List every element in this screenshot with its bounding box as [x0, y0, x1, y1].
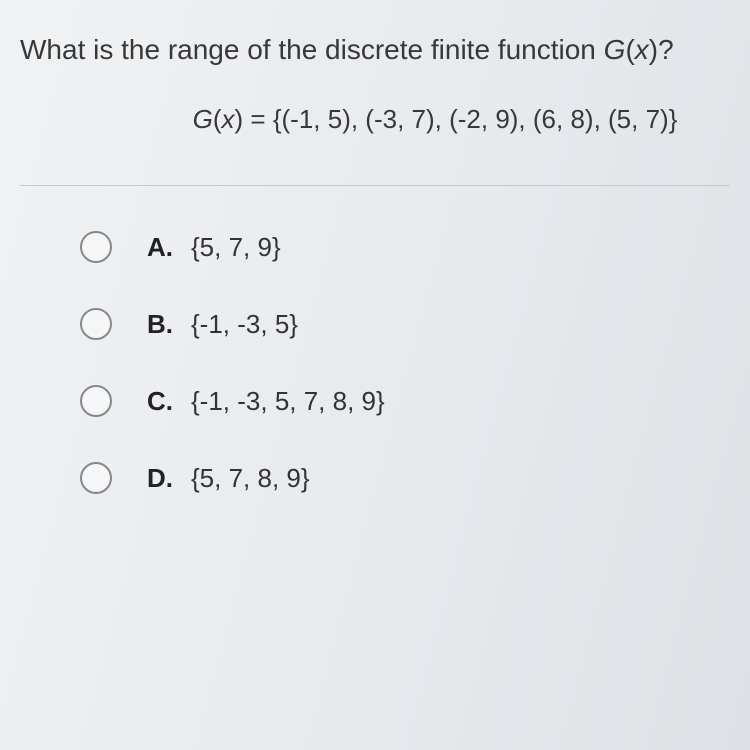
question-suffix: ? [658, 34, 674, 65]
radio-icon[interactable] [80, 462, 112, 494]
section-divider [20, 185, 730, 186]
option-letter: A. [147, 232, 177, 263]
option-b[interactable]: B. {-1, -3, 5} [80, 308, 730, 340]
option-value: {-1, -3, 5, 7, 8, 9} [191, 386, 385, 417]
question-func-var: x [635, 34, 649, 65]
radio-icon[interactable] [80, 385, 112, 417]
option-letter: B. [147, 309, 177, 340]
option-letter: C. [147, 386, 177, 417]
option-letter: D. [147, 463, 177, 494]
radio-icon[interactable] [80, 231, 112, 263]
question-func-name: G [604, 34, 626, 65]
option-c[interactable]: C. {-1, -3, 5, 7, 8, 9} [80, 385, 730, 417]
func-lhs-name: G [193, 104, 213, 134]
function-definition: G(x) = {(-1, 5), (-3, 7), (-2, 9), (6, 8… [20, 104, 730, 135]
option-value: {5, 7, 8, 9} [191, 463, 310, 494]
option-d[interactable]: D. {5, 7, 8, 9} [80, 462, 730, 494]
func-rhs: {(-1, 5), (-3, 7), (-2, 9), (6, 8), (5, … [273, 104, 678, 134]
func-lhs-var: x [222, 104, 235, 134]
radio-icon[interactable] [80, 308, 112, 340]
question-prompt: What is the range of the discrete finite… [20, 30, 730, 69]
option-a[interactable]: A. {5, 7, 9} [80, 231, 730, 263]
options-container: A. {5, 7, 9} B. {-1, -3, 5} C. {-1, -3, … [20, 231, 730, 494]
option-value: {5, 7, 9} [191, 232, 281, 263]
option-value: {-1, -3, 5} [191, 309, 298, 340]
func-eq: = [243, 104, 273, 134]
question-prefix: What is the range of the discrete finite… [20, 34, 604, 65]
